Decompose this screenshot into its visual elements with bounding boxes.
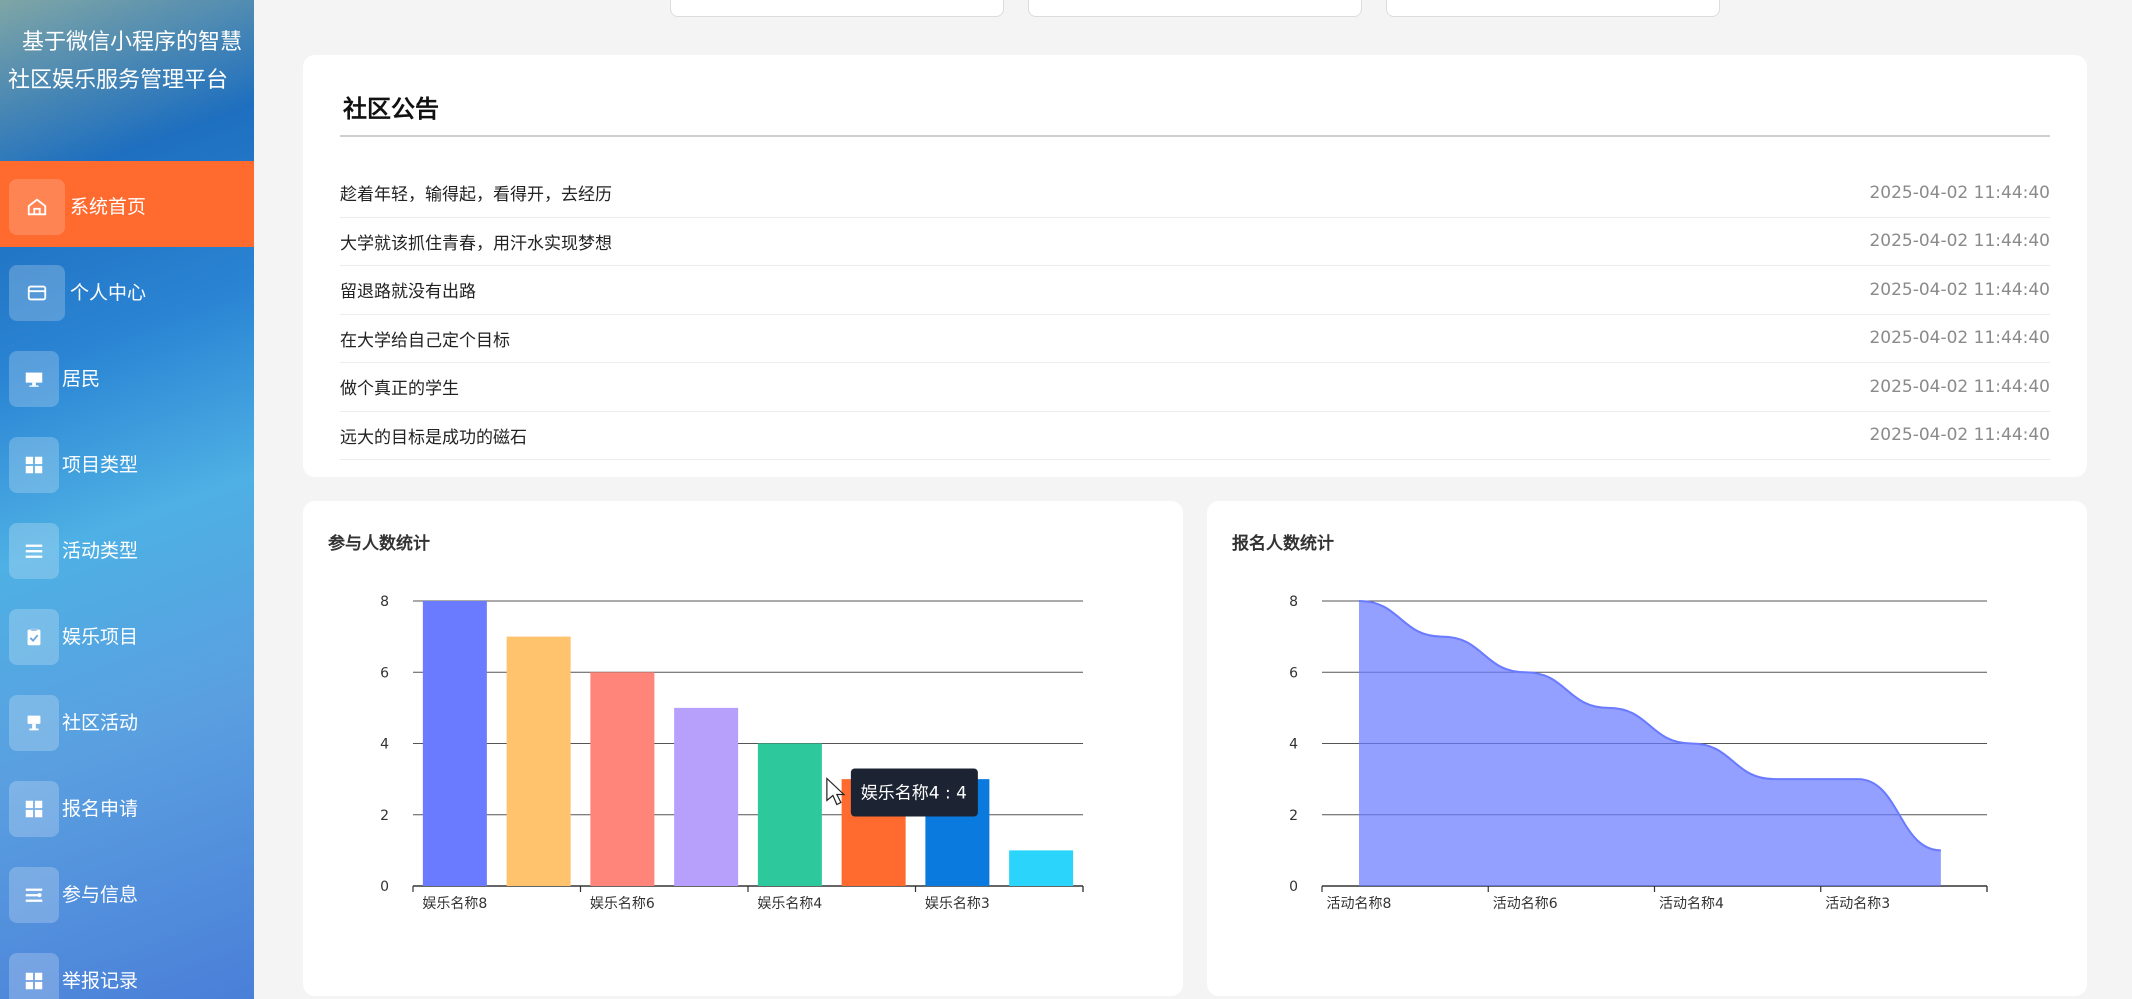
notice-row[interactable]: 留退路就没有出路 2025-04-02 11:44:40 <box>340 266 2050 315</box>
sidebar-item[interactable]: 居民 <box>0 333 254 419</box>
notice-row[interactable]: 大学就该抓住青春，用汗水实现梦想 2025-04-02 11:44:40 <box>340 218 2050 266</box>
notice-row[interactable]: 在大学给自己定个目标 2025-04-02 11:44:40 <box>340 315 2050 363</box>
sidebar-item-label: 报名申请 <box>62 798 139 820</box>
sidebar-item[interactable]: 举报记录 <box>0 935 254 999</box>
notice-date: 2025-04-02 11:44:40 <box>1869 231 2050 252</box>
bar[interactable] <box>422 601 487 886</box>
notice-date: 2025-04-02 11:44:40 <box>1869 328 2050 349</box>
grid-icon <box>9 781 59 837</box>
participation-chart-card: 参与人数统计 0 2 4 6 8 娱乐名称8 娱乐名称6 娱乐名称4 娱乐名称3 娱乐名称4 : … <box>303 501 1183 996</box>
y-tick-label: 6 <box>380 665 389 681</box>
sliders-icon <box>9 867 59 923</box>
notice-title-text[interactable]: 趁着年轻，输得起，看得开，去经历 <box>340 185 612 206</box>
bar[interactable] <box>590 672 655 886</box>
mouse-cursor-icon <box>826 777 846 806</box>
tooltip-text: 娱乐名称4 : 4 <box>861 784 967 804</box>
notice-title-text[interactable]: 留退路就没有出路 <box>340 282 476 303</box>
sidebar-item-label: 社区活动 <box>62 712 139 734</box>
y-tick-label: 0 <box>380 879 389 895</box>
card-icon <box>9 265 65 321</box>
bar[interactable] <box>757 743 822 887</box>
area-chart: 0 2 4 6 8 活动名称8 活动名称6 活动名称4 活动名称3 <box>1289 594 1988 912</box>
sidebar-item-label: 项目类型 <box>62 454 139 476</box>
stat-card-1 <box>670 0 1004 17</box>
sidebar-item[interactable]: 系统首页 <box>0 161 254 247</box>
notice-row[interactable]: 做个真正的学生 2025-04-02 11:44:40 <box>340 363 2050 412</box>
notice-date: 2025-04-02 11:44:40 <box>1869 376 2050 397</box>
notice-date: 2025-04-02 11:44:40 <box>1869 279 2050 300</box>
sidebar-item[interactable]: 项目类型 <box>0 419 254 505</box>
y-tick-label: 2 <box>1289 808 1298 824</box>
notice-card: 社区公告 趁着年轻，输得起，看得开，去经历 2025-04-02 11:44:40… <box>303 55 2087 477</box>
bar[interactable] <box>1009 850 1074 886</box>
y-tick-label: 4 <box>1289 737 1298 753</box>
grid-icon <box>9 953 59 999</box>
y-tick-label: 0 <box>1289 879 1298 895</box>
stat-card-2 <box>1028 0 1362 17</box>
sidebar-item[interactable]: 个人中心 <box>0 247 254 333</box>
y-tick-label: 6 <box>1289 665 1298 681</box>
chart-title: 参与人数统计 <box>328 534 430 554</box>
chart-tooltip: 娱乐名称4 : 4 <box>850 768 978 817</box>
bar-chart: 0 2 4 6 8 娱乐名称8 娱乐名称6 娱乐名称4 娱乐名称3 娱乐名称4 : 4 <box>380 594 1084 912</box>
bar[interactable] <box>674 707 739 886</box>
sidebar-item[interactable]: 活动类型 <box>0 505 254 591</box>
stamp-icon <box>9 695 59 751</box>
notice-title-text[interactable]: 在大学给自己定个目标 <box>340 330 510 351</box>
sidebar-nav: 系统首页个人中心居民项目类型活动类型娱乐项目社区活动报名申请参与信息举报记录 <box>0 161 254 999</box>
x-tick-label: 活动名称3 <box>1825 896 1890 912</box>
x-tick-label: 娱乐名称3 <box>925 896 990 912</box>
x-tick-label: 活动名称6 <box>1493 896 1558 912</box>
chart-title: 报名人数统计 <box>1232 534 1334 554</box>
sidebar: 基于微信小程序的智慧社区娱乐服务管理平台 系统首页个人中心居民项目类型活动类型娱… <box>0 0 254 999</box>
clipboard-icon <box>9 609 59 665</box>
notice-title-text[interactable]: 远大的目标是成功的磁石 <box>340 427 527 448</box>
sidebar-item[interactable]: 社区活动 <box>0 677 254 763</box>
home-icon <box>9 179 65 235</box>
grid-icon <box>9 437 59 493</box>
notice-date: 2025-04-02 11:44:40 <box>1869 425 2050 446</box>
notice-date: 2025-04-02 11:44:40 <box>1869 182 2050 203</box>
notice-row[interactable]: 趁着年轻，输得起，看得开，去经历 2025-04-02 11:44:40 <box>340 169 2050 218</box>
sidebar-item[interactable]: 报名申请 <box>0 763 254 849</box>
area-line[interactable] <box>1358 600 1941 852</box>
x-tick-label: 娱乐名称6 <box>590 896 655 912</box>
sidebar-item[interactable]: 参与信息 <box>0 849 254 935</box>
signup-chart-card: 报名人数统计 0 2 4 6 8 活动名称8 活动名称6 活动名称4 活动名称3 <box>1207 501 2087 996</box>
area-fill <box>1359 601 1941 886</box>
sidebar-item-label: 参与信息 <box>62 884 139 906</box>
y-tick-label: 8 <box>380 594 389 610</box>
monitor-icon <box>9 351 59 407</box>
notice-list: 趁着年轻，输得起，看得开，去经历 2025-04-02 11:44:40 大学就该抓… <box>340 169 2050 460</box>
x-tick-label: 娱乐名称8 <box>422 896 487 912</box>
y-tick-label: 8 <box>1289 594 1298 610</box>
sidebar-item-label: 系统首页 <box>70 196 147 218</box>
y-tick-label: 4 <box>380 737 389 753</box>
sidebar-item-label: 居民 <box>62 368 101 390</box>
sidebar-item-label: 个人中心 <box>70 282 147 304</box>
sidebar-item[interactable]: 娱乐项目 <box>0 591 254 677</box>
sidebar-item-label: 举报记录 <box>62 970 139 992</box>
notice-title: 社区公告 <box>343 95 439 123</box>
x-tick-label: 活动名称4 <box>1659 896 1724 912</box>
x-tick-label: 娱乐名称4 <box>757 896 822 912</box>
app-title: 基于微信小程序的智慧社区娱乐服务管理平台 <box>8 30 243 93</box>
y-tick-label: 2 <box>380 808 389 824</box>
x-tick-label: 活动名称8 <box>1327 896 1392 912</box>
notice-title-text[interactable]: 大学就该抓住青春，用汗水实现梦想 <box>340 233 612 254</box>
sidebar-item-label: 活动类型 <box>62 540 139 562</box>
notice-title-text[interactable]: 做个真正的学生 <box>340 379 459 400</box>
list-icon <box>9 523 59 579</box>
stat-card-3 <box>1386 0 1720 17</box>
notice-divider <box>340 135 2050 137</box>
notice-row[interactable]: 远大的目标是成功的磁石 2025-04-02 11:44:40 <box>340 412 2050 460</box>
sidebar-item-label: 娱乐项目 <box>62 626 139 648</box>
bar[interactable] <box>506 636 571 886</box>
